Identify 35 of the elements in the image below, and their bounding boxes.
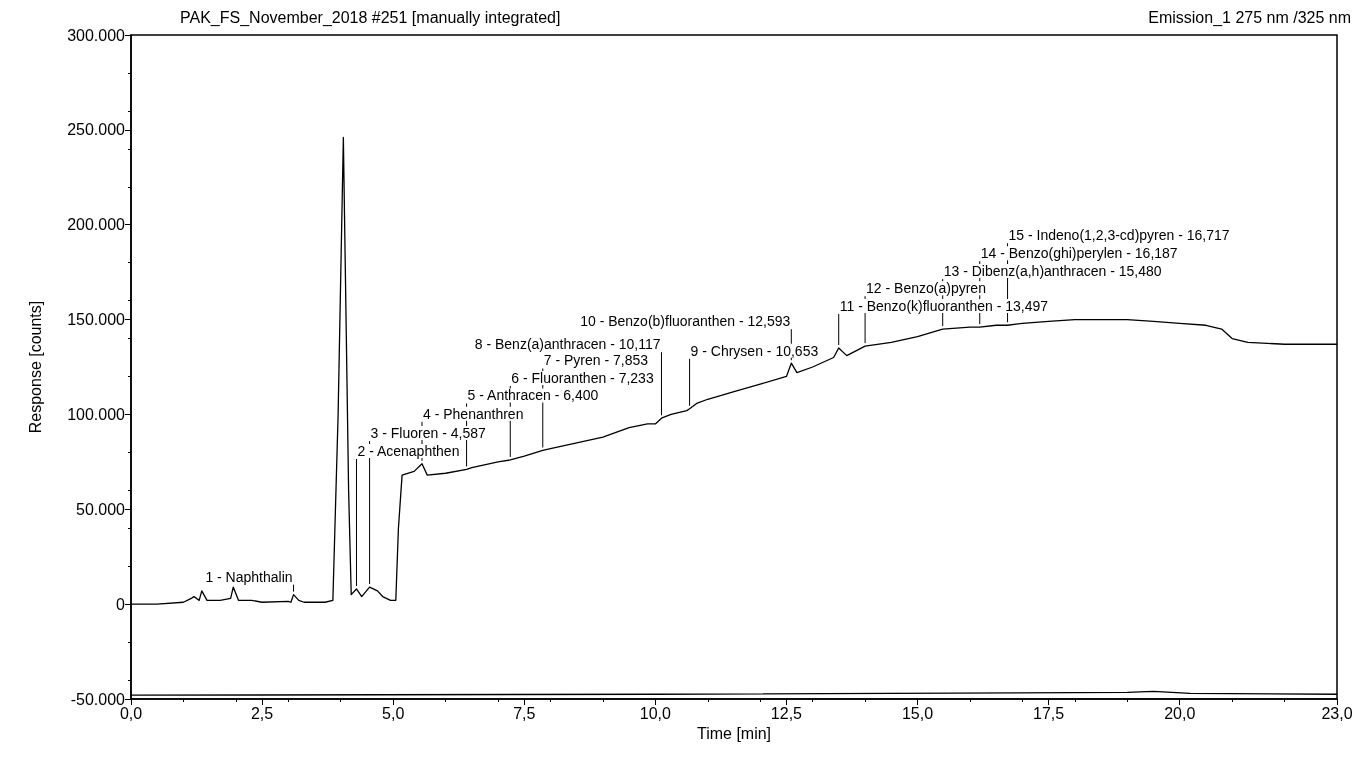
x-tick-label: 7,5 — [513, 704, 536, 722]
x-tick-label: 2,5 — [250, 704, 274, 722]
x-tick-label: 10,0 — [639, 704, 672, 722]
x-tick-label: 12,5 — [770, 704, 803, 722]
annotation: 14 - Benzo(ghi)perylen - 16,187 — [980, 245, 1178, 262]
annotation: 11 - Benzo(k)fluoranthen - 13,497 — [839, 298, 1049, 315]
x-axis-title: Time [min] — [696, 725, 772, 743]
y-tick-label: 100.000 — [67, 405, 126, 423]
annotation: 15 - Indeno(1,2,3-cd)pyren - 16,717 — [1008, 227, 1230, 244]
chart-title: PAK_FS_November_2018 #251 [manually integrated] — [180, 8, 561, 27]
y-tick-label: 0 — [116, 595, 126, 613]
x-tick-label: 23,0 — [1321, 704, 1353, 722]
y-tick-label: 300.000 — [67, 26, 126, 44]
annotation: 8 - Benz(a)anthracen - 10,117 — [474, 336, 661, 353]
annotation: 12 - Benzo(a)pyren — [866, 280, 986, 297]
annotation: 5 - Anthracen - 6,400 — [467, 387, 599, 404]
chart-subtitle: Emission_1 275 nm /325 nm — [1148, 8, 1352, 27]
y-tick-label: 200.000 — [67, 216, 126, 234]
annotation: 9 - Chrysen - 10,653 — [690, 342, 819, 359]
annotation: 3 - Fluoren - 4,587 — [370, 425, 486, 442]
annotation: 6 - Fluoranthen - 7,233 — [511, 369, 654, 386]
x-tick-label: 20,0 — [1164, 704, 1196, 722]
annotation: 2 - Acenaphthen — [357, 442, 460, 459]
y-tick-label: 150.000 — [67, 311, 126, 329]
annotation: 10 - Benzo(b)fluoranthen - 12,593 — [580, 313, 791, 330]
x-tick-label: 15,0 — [901, 704, 934, 722]
annotation: 1 - Naphthalin — [205, 568, 293, 585]
annotation: 4 - Phenanthren — [423, 405, 524, 422]
y-tick-label: 250.000 — [67, 121, 126, 139]
x-tick-label: 5,0 — [382, 704, 405, 722]
x-tick-label: 17,5 — [1033, 704, 1065, 722]
annotation: 7 - Pyren - 7,853 — [543, 352, 649, 369]
y-axis-title: Response [counts] — [26, 300, 44, 434]
y-tick-label: 50.000 — [76, 500, 126, 518]
annotation: 13 - Dibenz(a,h)anthracen - 15,480 — [943, 263, 1162, 280]
